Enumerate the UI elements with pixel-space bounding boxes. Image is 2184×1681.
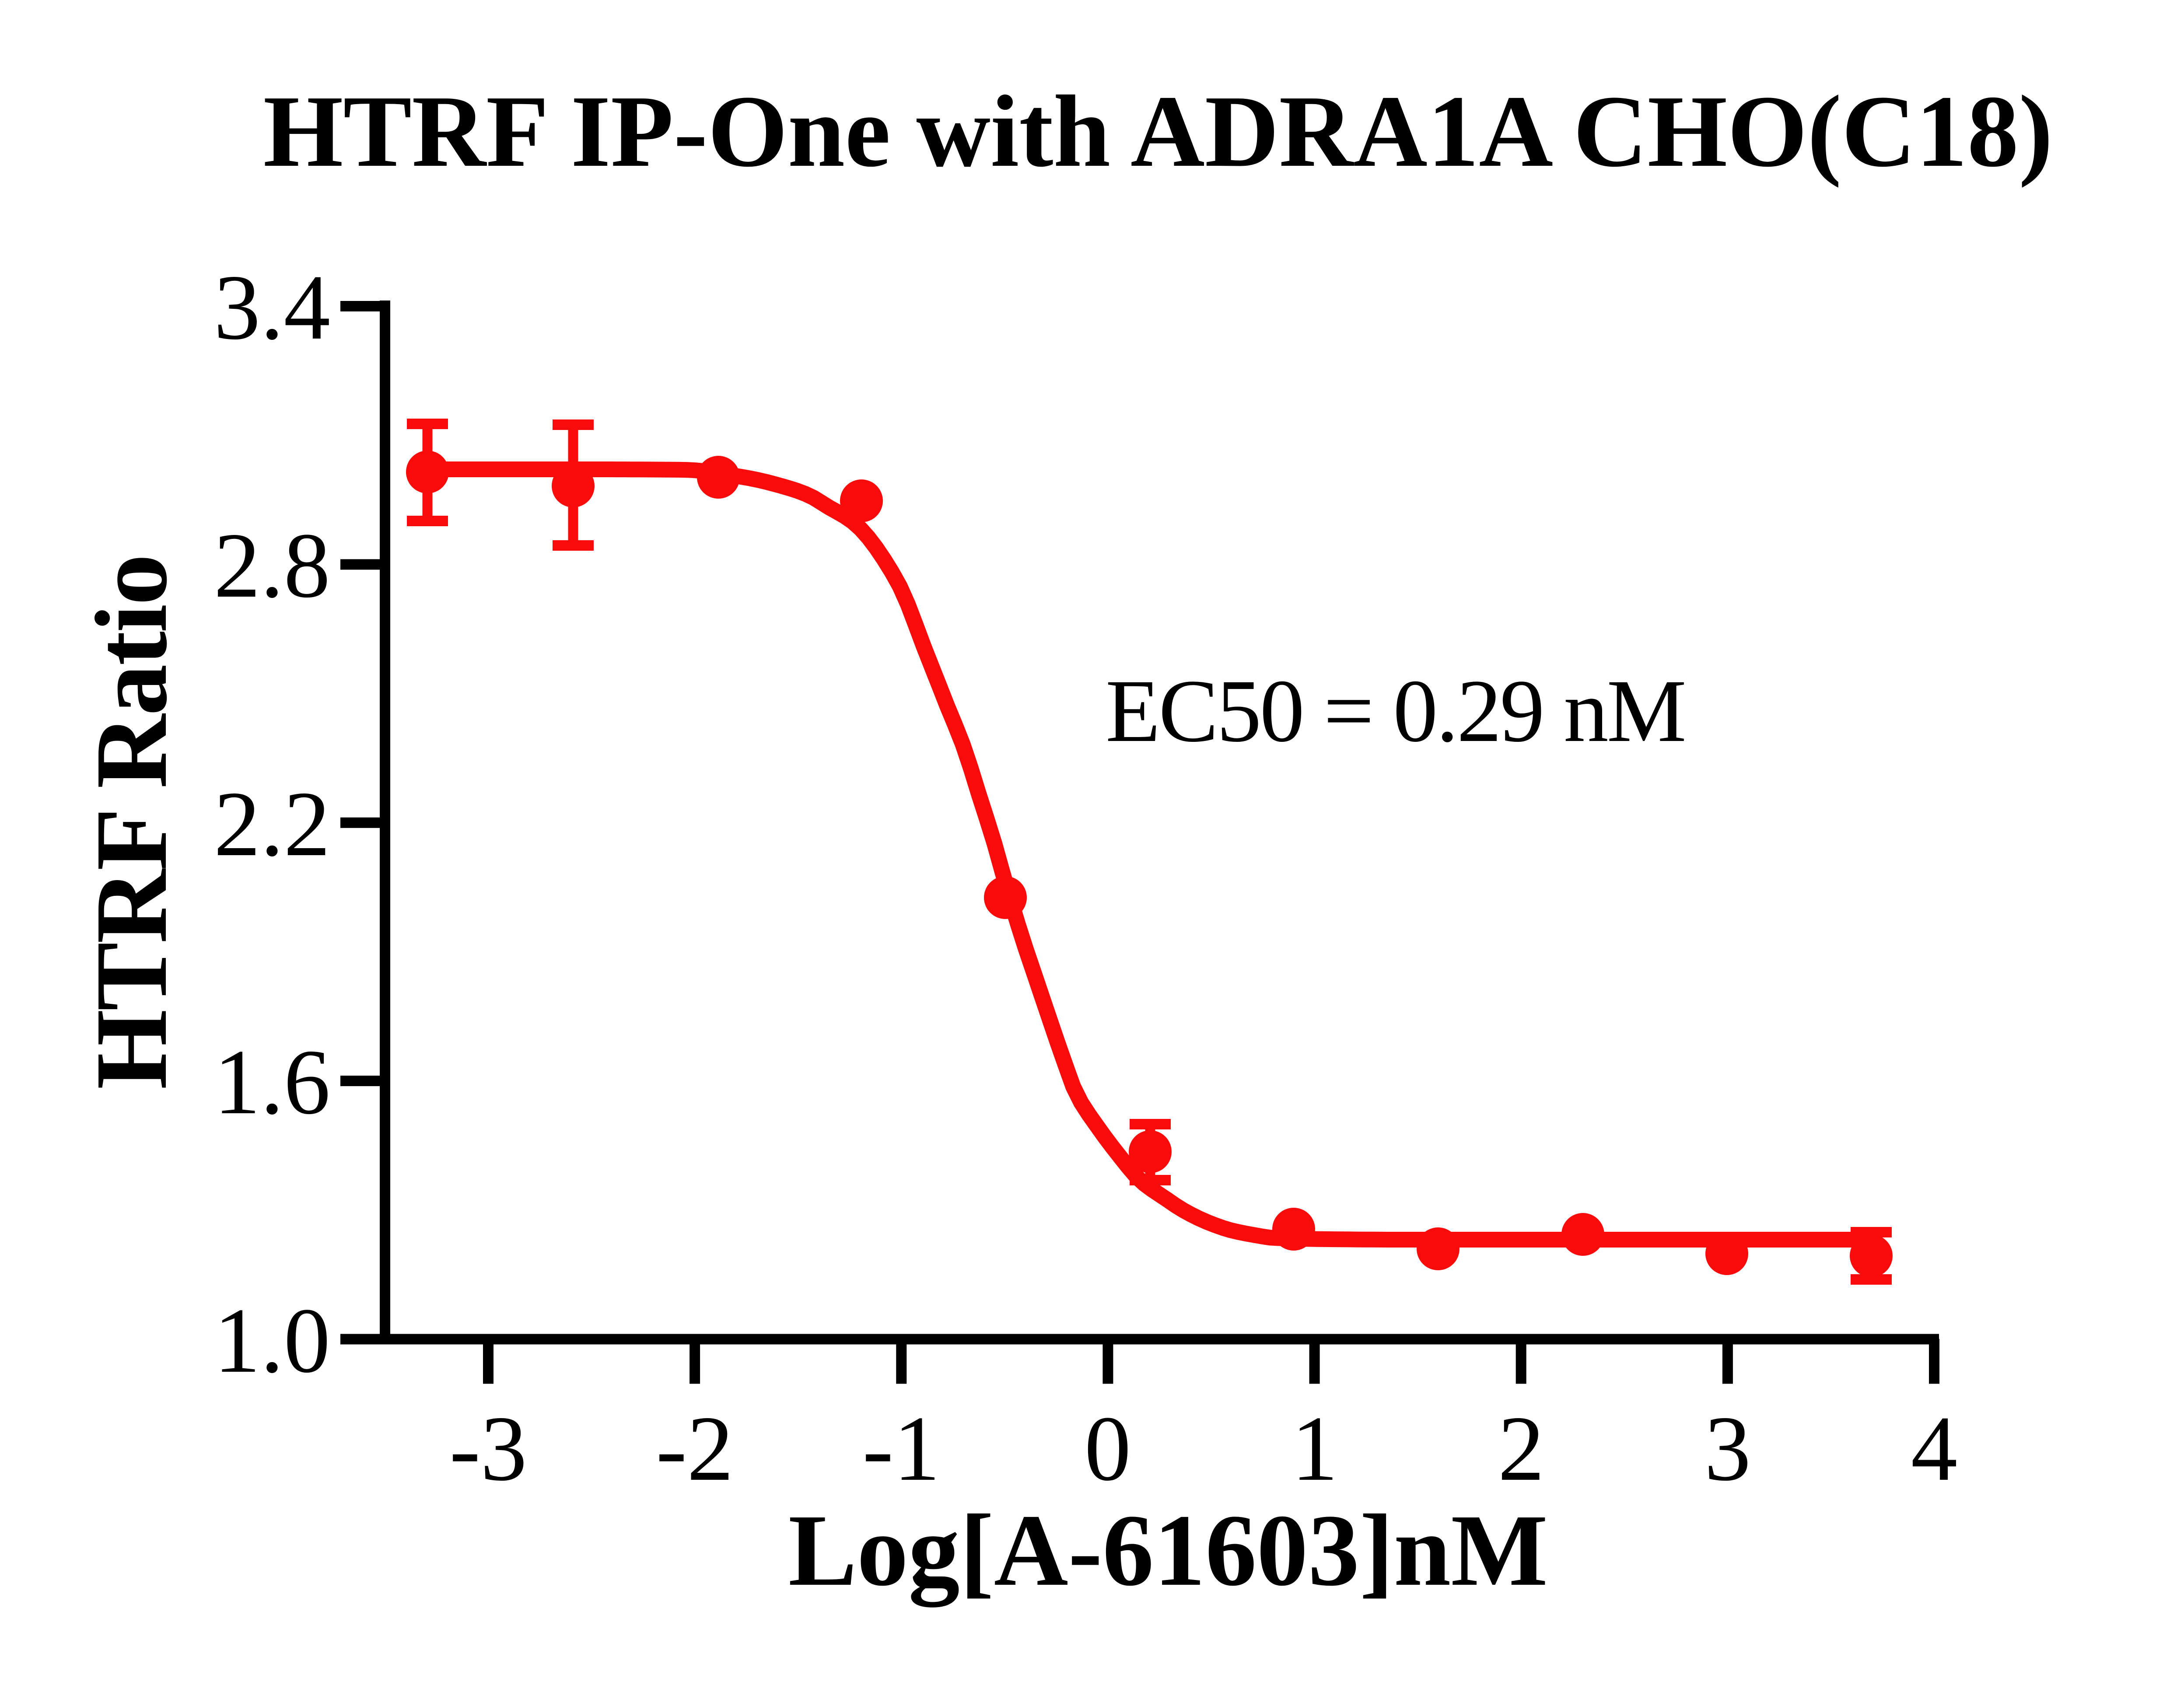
svg-text:4: 4	[1911, 1397, 1958, 1500]
svg-text:HTRF Ratio: HTRF Ratio	[74, 555, 188, 1089]
svg-text:0: 0	[1085, 1397, 1131, 1500]
svg-text:-2: -2	[656, 1397, 733, 1500]
svg-text:1: 1	[1292, 1397, 1338, 1500]
svg-text:1.6: 1.6	[214, 1031, 330, 1134]
svg-text:-3: -3	[449, 1397, 527, 1500]
svg-text:3.4: 3.4	[214, 256, 330, 359]
svg-text:HTRF IP-One with ADRA1A CHO(C1: HTRF IP-One with ADRA1A CHO(C18)	[263, 74, 2053, 188]
svg-text:3: 3	[1704, 1397, 1751, 1500]
svg-text:EC50 = 0.29 nM: EC50 = 0.29 nM	[1106, 661, 1685, 761]
svg-text:Log[A-61603]nM: Log[A-61603]nM	[788, 1493, 1548, 1608]
svg-text:2.8: 2.8	[214, 514, 330, 617]
svg-text:-1: -1	[862, 1397, 940, 1500]
svg-text:2.2: 2.2	[214, 772, 330, 876]
svg-text:1.0: 1.0	[214, 1289, 330, 1392]
svg-text:2: 2	[1498, 1397, 1545, 1500]
